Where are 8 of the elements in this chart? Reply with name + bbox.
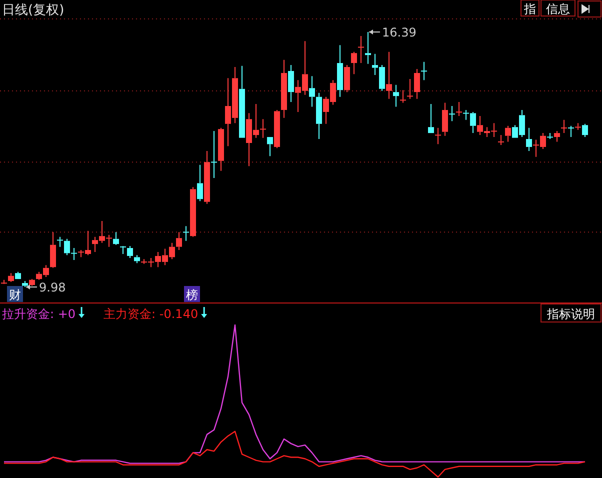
text: 信息 [546,2,570,16]
text: 榜 [186,288,198,302]
annotation: 9.98 [39,280,66,294]
title: 日线(复权) [2,3,64,18]
text: 指标说明 [546,307,595,321]
annotation: 16.39 [382,26,416,40]
text: 财 [9,288,21,302]
text: 指 [523,2,536,16]
